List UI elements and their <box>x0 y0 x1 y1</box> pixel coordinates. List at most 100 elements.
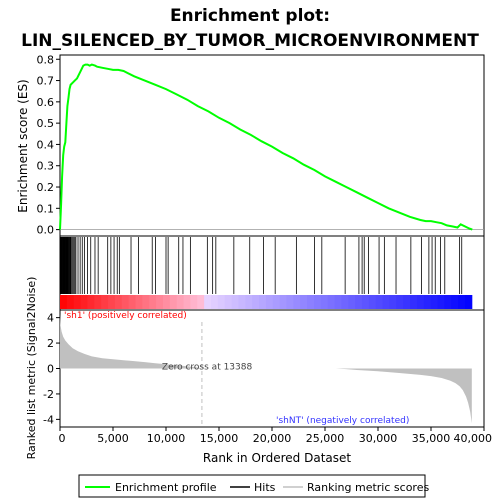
positive-correlated-label: 'sh1' (positively correlated) <box>64 311 187 321</box>
colorbar-segment <box>320 295 329 309</box>
colorbar-segment <box>341 295 349 309</box>
colorbar-segment <box>286 295 294 309</box>
colorbar-segment <box>375 295 384 309</box>
rank-x-tick-label: 10,000 <box>147 432 186 445</box>
es-y-tick-label: 0.7 <box>37 75 55 88</box>
rank-x-tick-label: 15,000 <box>200 432 239 445</box>
rank-x-tick-label: 5,000 <box>97 432 129 445</box>
colorbar-segment <box>190 295 198 309</box>
rank-x-axis: 0 5,000 10,000 15,000 20,000 25,000 30,000 35,0… <box>59 427 493 445</box>
colorbar-segment <box>265 295 274 309</box>
colorbar-segment <box>307 295 315 309</box>
colorbar-segment <box>231 295 239 309</box>
es-y-tick-label: 0.4 <box>37 138 55 151</box>
colorbar-segment <box>135 295 143 309</box>
colorbar-segment <box>252 295 260 309</box>
colorbar-segment <box>114 295 123 309</box>
colorbar-segment <box>183 295 191 309</box>
hit-markers <box>59 237 463 294</box>
colorbar-segment <box>423 295 432 309</box>
rank-x-tick-label: 35,000 <box>412 432 451 445</box>
colorbar-segment <box>348 295 356 309</box>
colorbar-segment <box>101 295 109 309</box>
rank-x-tick-label: 30,000 <box>359 432 398 445</box>
colorbar-segment <box>272 295 281 309</box>
colorbar-segment <box>197 295 205 309</box>
colorbar-segment <box>327 295 336 309</box>
colorbar-segment <box>313 295 322 309</box>
colorbar-segment <box>204 295 212 309</box>
colorbar-segment <box>80 295 88 309</box>
es-y-tick-label: 0.6 <box>37 96 55 109</box>
colorbar-segment <box>162 295 171 309</box>
chart-title-line1: Enrichment plot: <box>170 6 330 26</box>
rank-y-tick-label: 2 <box>47 337 54 350</box>
rank-y-tick-label: -4 <box>43 413 54 426</box>
colorbar-segment <box>444 295 452 309</box>
colorbar-segment <box>210 295 219 309</box>
colorbar-segment <box>142 295 150 309</box>
colorbar-segment <box>396 295 404 309</box>
colorbar-segment <box>293 295 301 309</box>
rank-x-tick-label: 40,000 <box>454 432 493 445</box>
colorbar-segment <box>403 295 411 309</box>
colorbar-segment <box>361 295 370 309</box>
colorbar-segment <box>416 295 425 309</box>
rank-y-tick-label: 0 <box>47 363 54 376</box>
es-y-tick-label: 0.8 <box>37 53 55 66</box>
rank-colorbar <box>60 295 473 309</box>
colorbar-segment <box>437 295 445 309</box>
negative-correlated-label: 'shNT' (negatively correlated) <box>276 416 409 426</box>
colorbar-segment <box>73 295 82 309</box>
colorbar-segment <box>368 295 377 309</box>
enrichment-profile-line <box>59 63 473 231</box>
rank-y-axis: 4 2 0 -2 -4 <box>43 312 60 426</box>
colorbar-segment <box>176 295 185 309</box>
colorbar-segment <box>410 295 418 309</box>
es-y-tick-label: 0.0 <box>37 224 55 237</box>
zero-cross-label: Zero cross at 13388 <box>162 363 253 373</box>
colorbar-segment <box>156 295 164 309</box>
colorbar-segment <box>430 295 438 309</box>
es-y-axis-label: Enrichment score (ES) <box>16 79 30 212</box>
colorbar-segment <box>279 295 287 309</box>
colorbar-segment <box>87 295 95 309</box>
colorbar-segment <box>149 295 157 309</box>
rank-x-tick-label: 25,000 <box>306 432 345 445</box>
es-y-tick-label: 0.1 <box>37 202 55 215</box>
es-y-tick-label: 0.2 <box>37 181 55 194</box>
colorbar-segment <box>355 295 363 309</box>
colorbar-segment <box>108 295 116 309</box>
colorbar-segment <box>458 295 466 309</box>
legend-metric-label: Ranking metric scores <box>307 481 429 494</box>
rank-y-tick-label: 4 <box>47 312 54 325</box>
ranking-metric-area <box>60 313 472 424</box>
colorbar-segment <box>389 295 397 309</box>
colorbar-segment <box>94 295 102 309</box>
colorbar-segment <box>121 295 130 309</box>
chart-title-line2: LIN_SILENCED_BY_TUMOR_MICROENVIRONMENT <box>21 31 479 51</box>
colorbar-segment <box>259 295 267 309</box>
colorbar-segment <box>245 295 253 309</box>
es-y-tick-label: 0.5 <box>37 117 55 130</box>
colorbar-segment <box>238 295 246 309</box>
rank-y-tick-label: -2 <box>43 388 54 401</box>
legend-box <box>78 474 426 498</box>
colorbar-segment <box>300 295 308 309</box>
colorbar-segment <box>224 295 233 309</box>
es-y-axis: 0.0 0.1 0.2 0.3 0.4 0.5 0.6 0.7 0.8 <box>37 53 60 237</box>
colorbar-segment <box>128 295 136 309</box>
legend-enrichment-label: Enrichment profile <box>115 481 217 494</box>
rank-x-tick-label: 20,000 <box>253 432 292 445</box>
colorbar-segment <box>382 295 390 309</box>
colorbar-segment <box>334 295 342 309</box>
colorbar-segment <box>169 295 178 309</box>
colorbar-segment <box>60 295 68 309</box>
es-y-tick-label: 0.3 <box>37 160 55 173</box>
colorbar-segment <box>217 295 226 309</box>
colorbar-segment <box>66 295 75 309</box>
colorbar-segment <box>464 295 473 309</box>
colorbar-segment <box>451 295 459 309</box>
rank-x-tick-label: 0 <box>59 432 66 445</box>
